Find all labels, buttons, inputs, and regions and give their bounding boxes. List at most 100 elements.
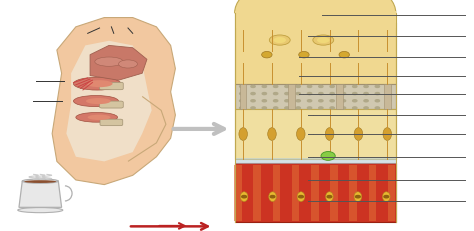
Bar bbox=[235, 14, 396, 85]
Circle shape bbox=[341, 107, 346, 109]
Bar bbox=[336, 85, 343, 109]
Ellipse shape bbox=[325, 128, 334, 141]
Circle shape bbox=[330, 100, 334, 102]
Ellipse shape bbox=[297, 192, 305, 202]
Circle shape bbox=[285, 86, 289, 88]
Ellipse shape bbox=[76, 113, 118, 123]
Bar bbox=[384, 85, 391, 109]
Circle shape bbox=[353, 93, 357, 95]
Circle shape bbox=[341, 86, 346, 88]
Polygon shape bbox=[19, 181, 62, 207]
Circle shape bbox=[239, 93, 244, 95]
Circle shape bbox=[353, 107, 357, 109]
Circle shape bbox=[285, 100, 289, 102]
Polygon shape bbox=[66, 42, 152, 162]
Circle shape bbox=[353, 86, 357, 88]
Bar bbox=[311, 165, 319, 221]
Circle shape bbox=[262, 93, 266, 95]
Ellipse shape bbox=[383, 192, 390, 202]
Ellipse shape bbox=[88, 115, 110, 121]
Wedge shape bbox=[235, 0, 396, 14]
Circle shape bbox=[262, 86, 266, 88]
Circle shape bbox=[327, 196, 332, 198]
Ellipse shape bbox=[269, 192, 276, 202]
Ellipse shape bbox=[262, 52, 272, 59]
Circle shape bbox=[308, 86, 312, 88]
Polygon shape bbox=[90, 46, 147, 81]
Ellipse shape bbox=[240, 192, 248, 202]
Circle shape bbox=[386, 100, 391, 102]
Bar bbox=[253, 165, 261, 221]
Circle shape bbox=[308, 100, 312, 102]
Circle shape bbox=[242, 196, 246, 198]
Bar bbox=[234, 165, 242, 221]
Bar bbox=[288, 85, 294, 109]
Circle shape bbox=[386, 93, 391, 95]
Circle shape bbox=[251, 107, 255, 109]
Circle shape bbox=[375, 107, 380, 109]
Circle shape bbox=[262, 107, 266, 109]
Ellipse shape bbox=[22, 179, 58, 183]
Circle shape bbox=[375, 86, 380, 88]
Ellipse shape bbox=[95, 58, 123, 67]
Circle shape bbox=[375, 100, 380, 102]
Circle shape bbox=[384, 196, 389, 198]
Circle shape bbox=[296, 107, 301, 109]
Bar bbox=[273, 165, 280, 221]
Ellipse shape bbox=[354, 128, 363, 141]
Circle shape bbox=[308, 93, 312, 95]
Circle shape bbox=[319, 100, 323, 102]
Ellipse shape bbox=[239, 128, 247, 141]
Ellipse shape bbox=[321, 152, 335, 161]
FancyBboxPatch shape bbox=[100, 120, 123, 126]
Ellipse shape bbox=[383, 128, 392, 141]
Ellipse shape bbox=[24, 180, 56, 183]
Circle shape bbox=[319, 86, 323, 88]
Bar bbox=[368, 165, 376, 221]
Circle shape bbox=[239, 107, 244, 109]
Circle shape bbox=[386, 107, 391, 109]
Circle shape bbox=[308, 107, 312, 109]
Circle shape bbox=[375, 93, 380, 95]
Ellipse shape bbox=[326, 192, 333, 202]
Ellipse shape bbox=[299, 52, 309, 59]
Circle shape bbox=[285, 93, 289, 95]
Circle shape bbox=[364, 100, 368, 102]
Circle shape bbox=[317, 38, 329, 44]
Circle shape bbox=[299, 196, 303, 198]
Circle shape bbox=[341, 100, 346, 102]
Ellipse shape bbox=[18, 208, 63, 213]
Bar bbox=[235, 12, 396, 28]
Ellipse shape bbox=[268, 128, 276, 141]
Ellipse shape bbox=[297, 128, 305, 141]
Bar bbox=[292, 165, 299, 221]
Circle shape bbox=[251, 100, 255, 102]
Bar bbox=[235, 85, 396, 109]
Circle shape bbox=[330, 86, 334, 88]
Ellipse shape bbox=[73, 96, 118, 107]
Circle shape bbox=[269, 36, 290, 46]
Bar bbox=[235, 158, 396, 164]
Circle shape bbox=[251, 86, 255, 88]
Circle shape bbox=[364, 86, 368, 88]
FancyBboxPatch shape bbox=[100, 102, 123, 109]
Circle shape bbox=[273, 93, 278, 95]
Circle shape bbox=[273, 86, 278, 88]
FancyBboxPatch shape bbox=[100, 83, 123, 90]
Bar bbox=[235, 164, 396, 222]
Bar bbox=[349, 165, 357, 221]
Circle shape bbox=[319, 93, 323, 95]
Circle shape bbox=[364, 107, 368, 109]
Ellipse shape bbox=[118, 61, 137, 69]
Circle shape bbox=[262, 100, 266, 102]
Circle shape bbox=[273, 107, 278, 109]
Ellipse shape bbox=[354, 192, 362, 202]
Ellipse shape bbox=[339, 52, 349, 59]
Circle shape bbox=[356, 196, 360, 198]
Ellipse shape bbox=[86, 81, 113, 88]
Circle shape bbox=[273, 100, 278, 102]
Bar bbox=[388, 165, 395, 221]
Circle shape bbox=[319, 107, 323, 109]
Circle shape bbox=[341, 93, 346, 95]
Circle shape bbox=[330, 93, 334, 95]
